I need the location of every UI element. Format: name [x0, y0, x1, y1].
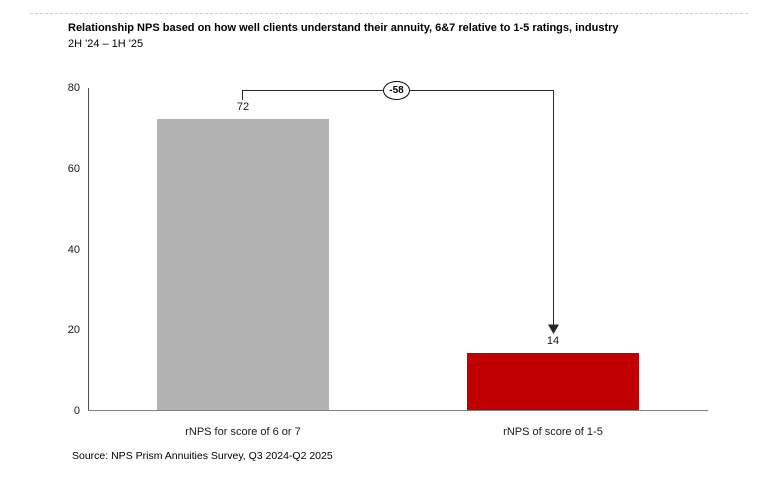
chart-subtitle: 2H '24 – 1H '25 — [68, 38, 144, 50]
plot-area: 0 20 40 60 80 72 rNPS for score of 6 or 7 14 rN… — [68, 82, 708, 438]
y-axis-tick-label: 20 — [67, 324, 80, 337]
bar-score-6-or-7 — [157, 119, 329, 410]
chart-title: Relationship NPS based on how well clien… — [68, 22, 619, 34]
delta-badge: -58 — [383, 81, 410, 100]
y-axis-tick-label: 80 — [67, 82, 80, 94]
bar-value-label: 14 — [546, 335, 560, 348]
x-axis-category-label: rNPS for score of 6 or 7 — [185, 426, 301, 438]
bar-value-label: 72 — [236, 101, 250, 114]
selection-dashed-border — [30, 13, 748, 14]
x-axis-category-label: rNPS of score of 1-5 — [503, 426, 603, 438]
x-axis-line — [88, 410, 708, 411]
delta-value: -58 — [389, 85, 404, 96]
y-axis-tick-label: 40 — [67, 243, 80, 256]
bar-score-1-5 — [467, 353, 639, 410]
y-axis-tick-label: 0 — [73, 405, 80, 417]
y-axis-tick-label: 60 — [67, 162, 80, 175]
y-axis-line — [88, 88, 89, 411]
source-note: Source: NPS Prism Annuities Survey, Q3 2… — [72, 450, 333, 462]
